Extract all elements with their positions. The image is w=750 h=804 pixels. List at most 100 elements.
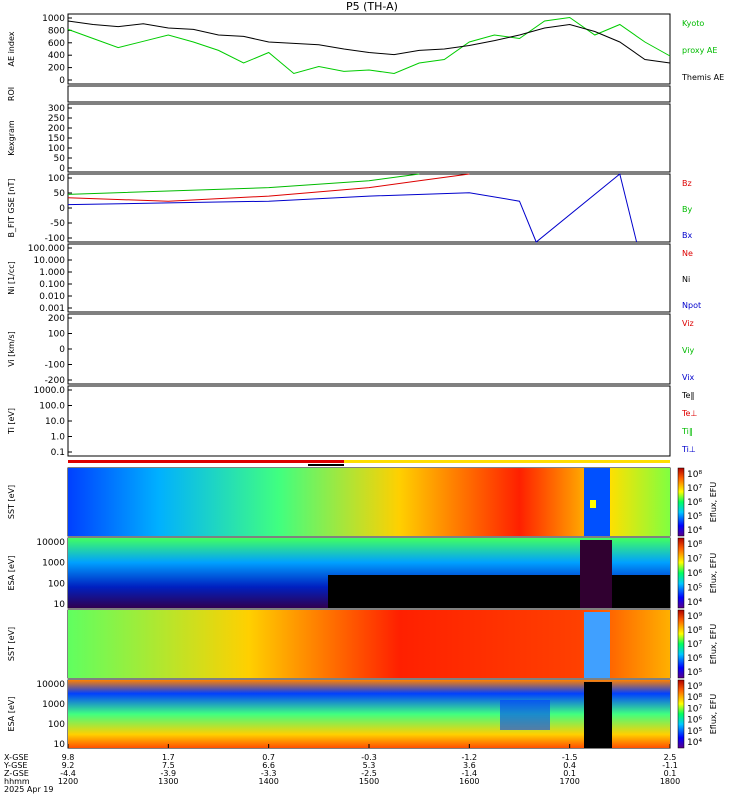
colorbar-tick: 10⁶ (687, 498, 702, 508)
y-tick-label: 0.100 (39, 280, 65, 290)
x-col-value: 9.2 (62, 761, 75, 770)
sst-electron-spectrogram (68, 610, 670, 678)
colorbar (677, 679, 685, 749)
x-row-label: Z-GSE (4, 769, 29, 778)
colorbar-label: Eflux, EFU (709, 482, 718, 523)
colorbar-tick: 10⁴ (687, 526, 702, 536)
x-col-value: 1800 (660, 777, 680, 786)
x-col-value: -1.5 (562, 753, 578, 762)
y-axis-label: AE index (7, 31, 16, 66)
y-tick-label: 100 (48, 720, 65, 730)
legend-label: Viz (682, 319, 694, 328)
x-col-value: -1.1 (662, 761, 678, 770)
x-col-value: 1.7 (162, 753, 175, 762)
panel-velocity: Vi [km/s] 200 100 0 -100 -200 Viz Viy Vix (7, 313, 695, 386)
y-tick-label: 10.0 (45, 417, 65, 427)
legend-label: By (682, 205, 692, 214)
x-col-value: -3.3 (261, 769, 277, 778)
y-tick-label: 10 (54, 600, 66, 610)
y-tick-label: 0.1 (51, 448, 65, 458)
x-col-value: -1.2 (462, 753, 478, 762)
y-tick-label: -200 (45, 376, 66, 386)
colorbar-tick: 10⁴ (687, 738, 702, 748)
x-col-value: -0.3 (361, 753, 377, 762)
panel-ae: AE index 1000 800 600 400 200 0 Kyoto proxy AE Th… (7, 13, 724, 86)
panel-frame (67, 85, 671, 103)
y-tick-label: 250 (48, 114, 65, 124)
colorbar-tick: 10⁵ (687, 584, 702, 594)
legend-label: Ne (682, 249, 693, 258)
panel-frame (67, 385, 671, 457)
y-axis-label: Ni [1/cc] (7, 261, 16, 295)
legend-label: Ti‖ (681, 427, 693, 436)
y-axis-label: ESA [eV] (7, 697, 16, 732)
colorbar-tick: 10⁶ (687, 716, 702, 726)
y-tick-label: 0 (59, 164, 65, 174)
legend-label: Themis AE (681, 73, 724, 82)
colorbar (677, 467, 685, 537)
plot-title: P5 (TH-A) (346, 0, 398, 13)
colorbar-label: Eflux, EFU (709, 624, 718, 665)
x-col-value: -1.4 (462, 769, 478, 778)
y-tick-label: 100.000 (28, 244, 65, 254)
y-axis-label: Ti [eV] (7, 408, 16, 435)
x-row-label: hhmm (4, 777, 30, 786)
colorbar-label: Eflux, EFU (709, 553, 718, 594)
colorbar-tick: 10⁶ (687, 654, 702, 664)
colorbar-tick: 10⁷ (687, 484, 702, 494)
y-tick-label: 200 (48, 314, 65, 324)
legend-label: Vix (682, 373, 695, 382)
legend-label: proxy AE (682, 46, 717, 55)
colorbar-tick: 10⁵ (687, 727, 702, 737)
y-tick-label: -100 (45, 361, 66, 371)
y-tick-label: 1000 (42, 559, 65, 569)
sst-ion-spectrogram (68, 468, 670, 536)
legend-label: Ni (682, 275, 690, 284)
colorbar-tick: 10⁸ (687, 470, 702, 480)
y-tick-label: 50 (54, 154, 66, 164)
y-tick-label: -100 (45, 234, 66, 244)
colorbar-tick: 10⁹ (687, 682, 702, 692)
series-bz (67, 173, 470, 202)
y-tick-label: 0.010 (39, 292, 65, 302)
x-col-value: 1500 (359, 777, 379, 786)
colorbar-tick: 10⁸ (687, 540, 702, 550)
y-tick-label: 10000 (36, 680, 65, 690)
y-tick-label: 10000 (36, 538, 65, 548)
legend-label: Npot (682, 301, 701, 310)
y-axis-label: ESA [eV] (7, 556, 16, 591)
x-col-value: 7.5 (162, 761, 175, 770)
panel-frame (67, 13, 671, 85)
y-tick-label: -50 (50, 219, 65, 229)
y-tick-label: 600 (48, 39, 65, 49)
y-tick-label: 1000 (42, 14, 65, 24)
x-col-value: 1200 (58, 777, 78, 786)
y-axis-label: ROI (7, 87, 16, 101)
x-col-value: -4.4 (60, 769, 76, 778)
mode-bar-black (308, 464, 344, 466)
esa-ion-spectrogram (68, 538, 670, 608)
y-tick-label: 0.001 (39, 304, 65, 314)
legend-label: Bz (682, 179, 692, 188)
mode-bar-yellow (344, 460, 670, 463)
y-axis-label: Kexgram (7, 120, 16, 156)
mode-bar-red (68, 460, 344, 463)
y-tick-label: 1.0 (51, 433, 66, 443)
panel-bfield: B_FIT GSE [nT] 100 50 0 -50 -100 Bz By Bx (7, 173, 692, 244)
y-tick-label: 0 (59, 76, 65, 86)
legend-label: Viy (682, 346, 695, 355)
panel-frame (67, 173, 671, 243)
colorbar-tick: 10⁸ (687, 693, 702, 703)
y-tick-label: 0 (59, 345, 65, 355)
y-tick-label: 100 (48, 579, 65, 589)
x-col-value: 0.1 (664, 769, 677, 778)
y-tick-label: 200 (48, 64, 65, 74)
y-tick-label: 1.000 (39, 268, 65, 278)
x-col-value: 3.6 (463, 761, 476, 770)
x-col-value: -2.5 (361, 769, 377, 778)
y-tick-label: 400 (48, 51, 65, 61)
y-tick-label: 10 (54, 740, 66, 750)
panel-frame (67, 313, 671, 385)
